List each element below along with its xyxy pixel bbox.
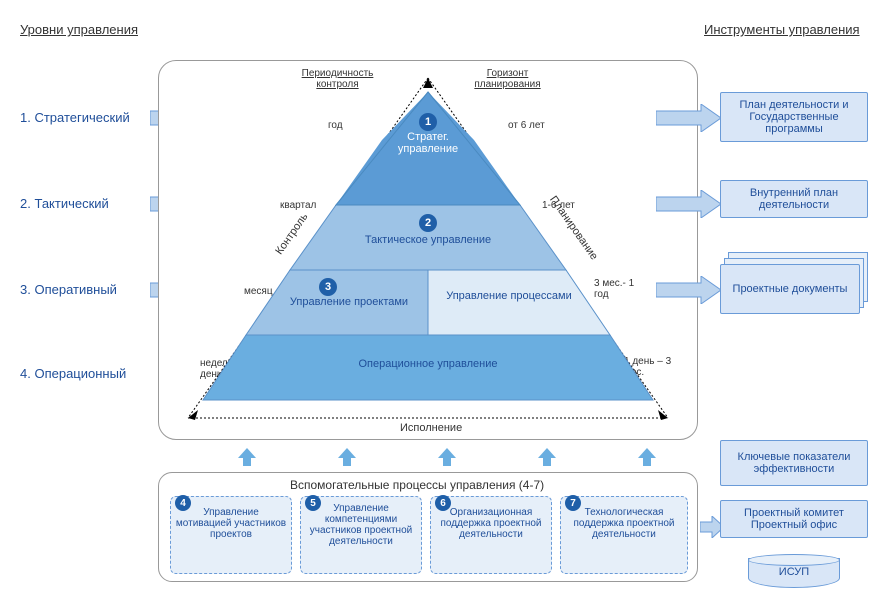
up-arrow-4 <box>538 448 556 466</box>
level-2: 2. Тактический <box>20 196 109 211</box>
circle-2: 2 <box>419 214 437 232</box>
cylinder-isup: ИСУП <box>748 554 840 588</box>
circle-7: 7 <box>565 495 581 511</box>
cylinder-label: ИСУП <box>748 566 840 578</box>
instrument-5: Проектный комитет Проектный офис <box>720 500 868 538</box>
level-1-num: 1. <box>20 110 31 125</box>
instrument-1: План деятельности и Государственные прог… <box>720 92 868 142</box>
instrument-2: Внутренний план деятельности <box>720 180 868 218</box>
tier2-label: Тактическое управление <box>344 234 512 246</box>
level-2-label: Тактический <box>34 196 108 211</box>
level-2-num: 2. <box>20 196 31 211</box>
heading-levels: Уровни управления <box>20 22 138 37</box>
arrow-out-1 <box>656 104 721 132</box>
tier1-label: Стратег. управление <box>388 131 468 155</box>
circle-3: 3 <box>319 278 337 296</box>
instrument-4: Ключевые показатели эффективности <box>720 440 868 486</box>
support-box-4: 4 Управление мотивацией участников проек… <box>170 496 292 574</box>
level-4-label: Операционный <box>34 366 126 381</box>
support-5-label: Управление компетенциями участников прое… <box>305 503 417 547</box>
arrow-out-3 <box>656 276 721 304</box>
support-title: Вспомогательные процессы управления (4-7… <box>290 478 544 492</box>
heading-instruments: Инструменты управления <box>704 22 860 37</box>
tier3-left-label: Управление проектами <box>284 296 414 308</box>
level-4-num: 4. <box>20 366 31 381</box>
support-7-label: Технологическая поддержка проектной деят… <box>565 503 683 540</box>
level-3: 3. Оперативный <box>20 282 117 297</box>
tier4-label: Операционное управление <box>344 358 512 370</box>
circle-4: 4 <box>175 495 191 511</box>
level-1-label: Стратегический <box>34 110 129 125</box>
support-box-6: 6 Организационная поддержка проектной де… <box>430 496 552 574</box>
level-3-num: 3. <box>20 282 31 297</box>
up-arrow-2 <box>338 448 356 466</box>
circle-5: 5 <box>305 495 321 511</box>
support-box-5: 5 Управление компетенциями участников пр… <box>300 496 422 574</box>
arrow-out-2 <box>656 190 721 218</box>
up-arrow-1 <box>238 448 256 466</box>
circle-6: 6 <box>435 495 451 511</box>
level-4: 4. Операционный <box>20 366 126 381</box>
side-bottom-label: Исполнение <box>400 422 462 434</box>
support-4-label: Управление мотивацией участников проекто… <box>175 503 287 540</box>
instrument-3: Проектные документы <box>720 264 860 314</box>
up-arrow-3 <box>438 448 456 466</box>
level-1: 1. Стратегический <box>20 110 130 125</box>
tier3-right-label: Управление процессами <box>444 290 574 302</box>
level-3-label: Оперативный <box>34 282 116 297</box>
circle-1: 1 <box>419 113 437 131</box>
support-6-label: Организационная поддержка проектной деят… <box>435 503 547 540</box>
up-arrow-5 <box>638 448 656 466</box>
support-box-7: 7 Технологическая поддержка проектной де… <box>560 496 688 574</box>
